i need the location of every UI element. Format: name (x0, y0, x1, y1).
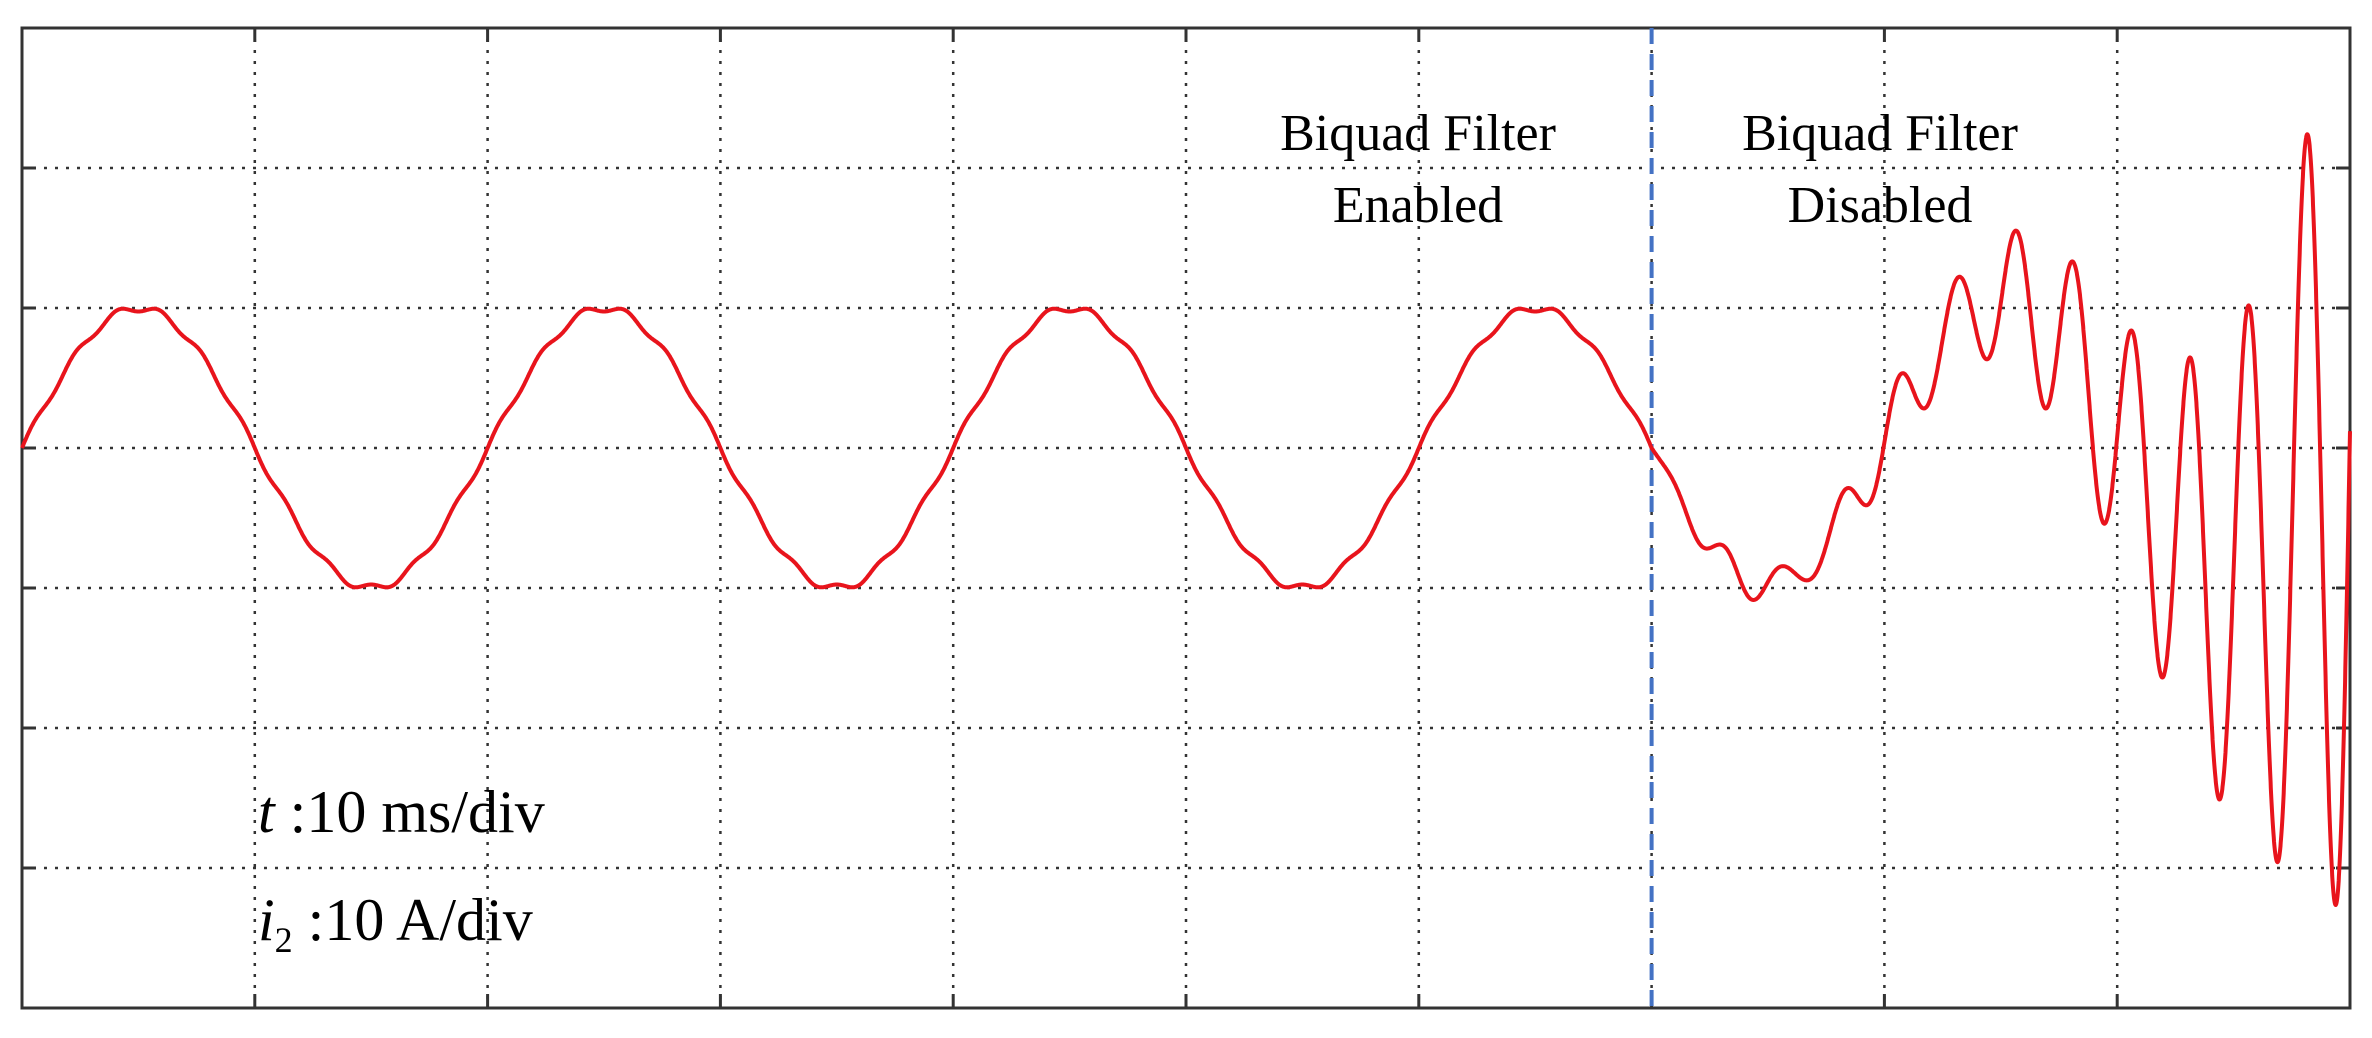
current-scale-value: :10 A/div (293, 887, 533, 953)
plot-background (22, 28, 2350, 1008)
current-scale-label: i2 :10 A/div (258, 887, 533, 960)
time-scale-label: t :10 ms/div (258, 779, 545, 845)
enabled-label-line2: Enabled (1333, 177, 1503, 234)
enabled-label-line1: Biquad Filter (1280, 105, 1556, 162)
time-scale-value: :10 ms/div (275, 779, 545, 845)
disabled-label-line2: Disabled (1788, 177, 1973, 234)
current-trace-line (20, 132, 2352, 907)
disabled-label-line1: Biquad Filter (1742, 105, 2018, 162)
current-subscript: 2 (275, 920, 293, 960)
time-variable: t (258, 779, 276, 845)
current-variable: i (258, 887, 275, 953)
